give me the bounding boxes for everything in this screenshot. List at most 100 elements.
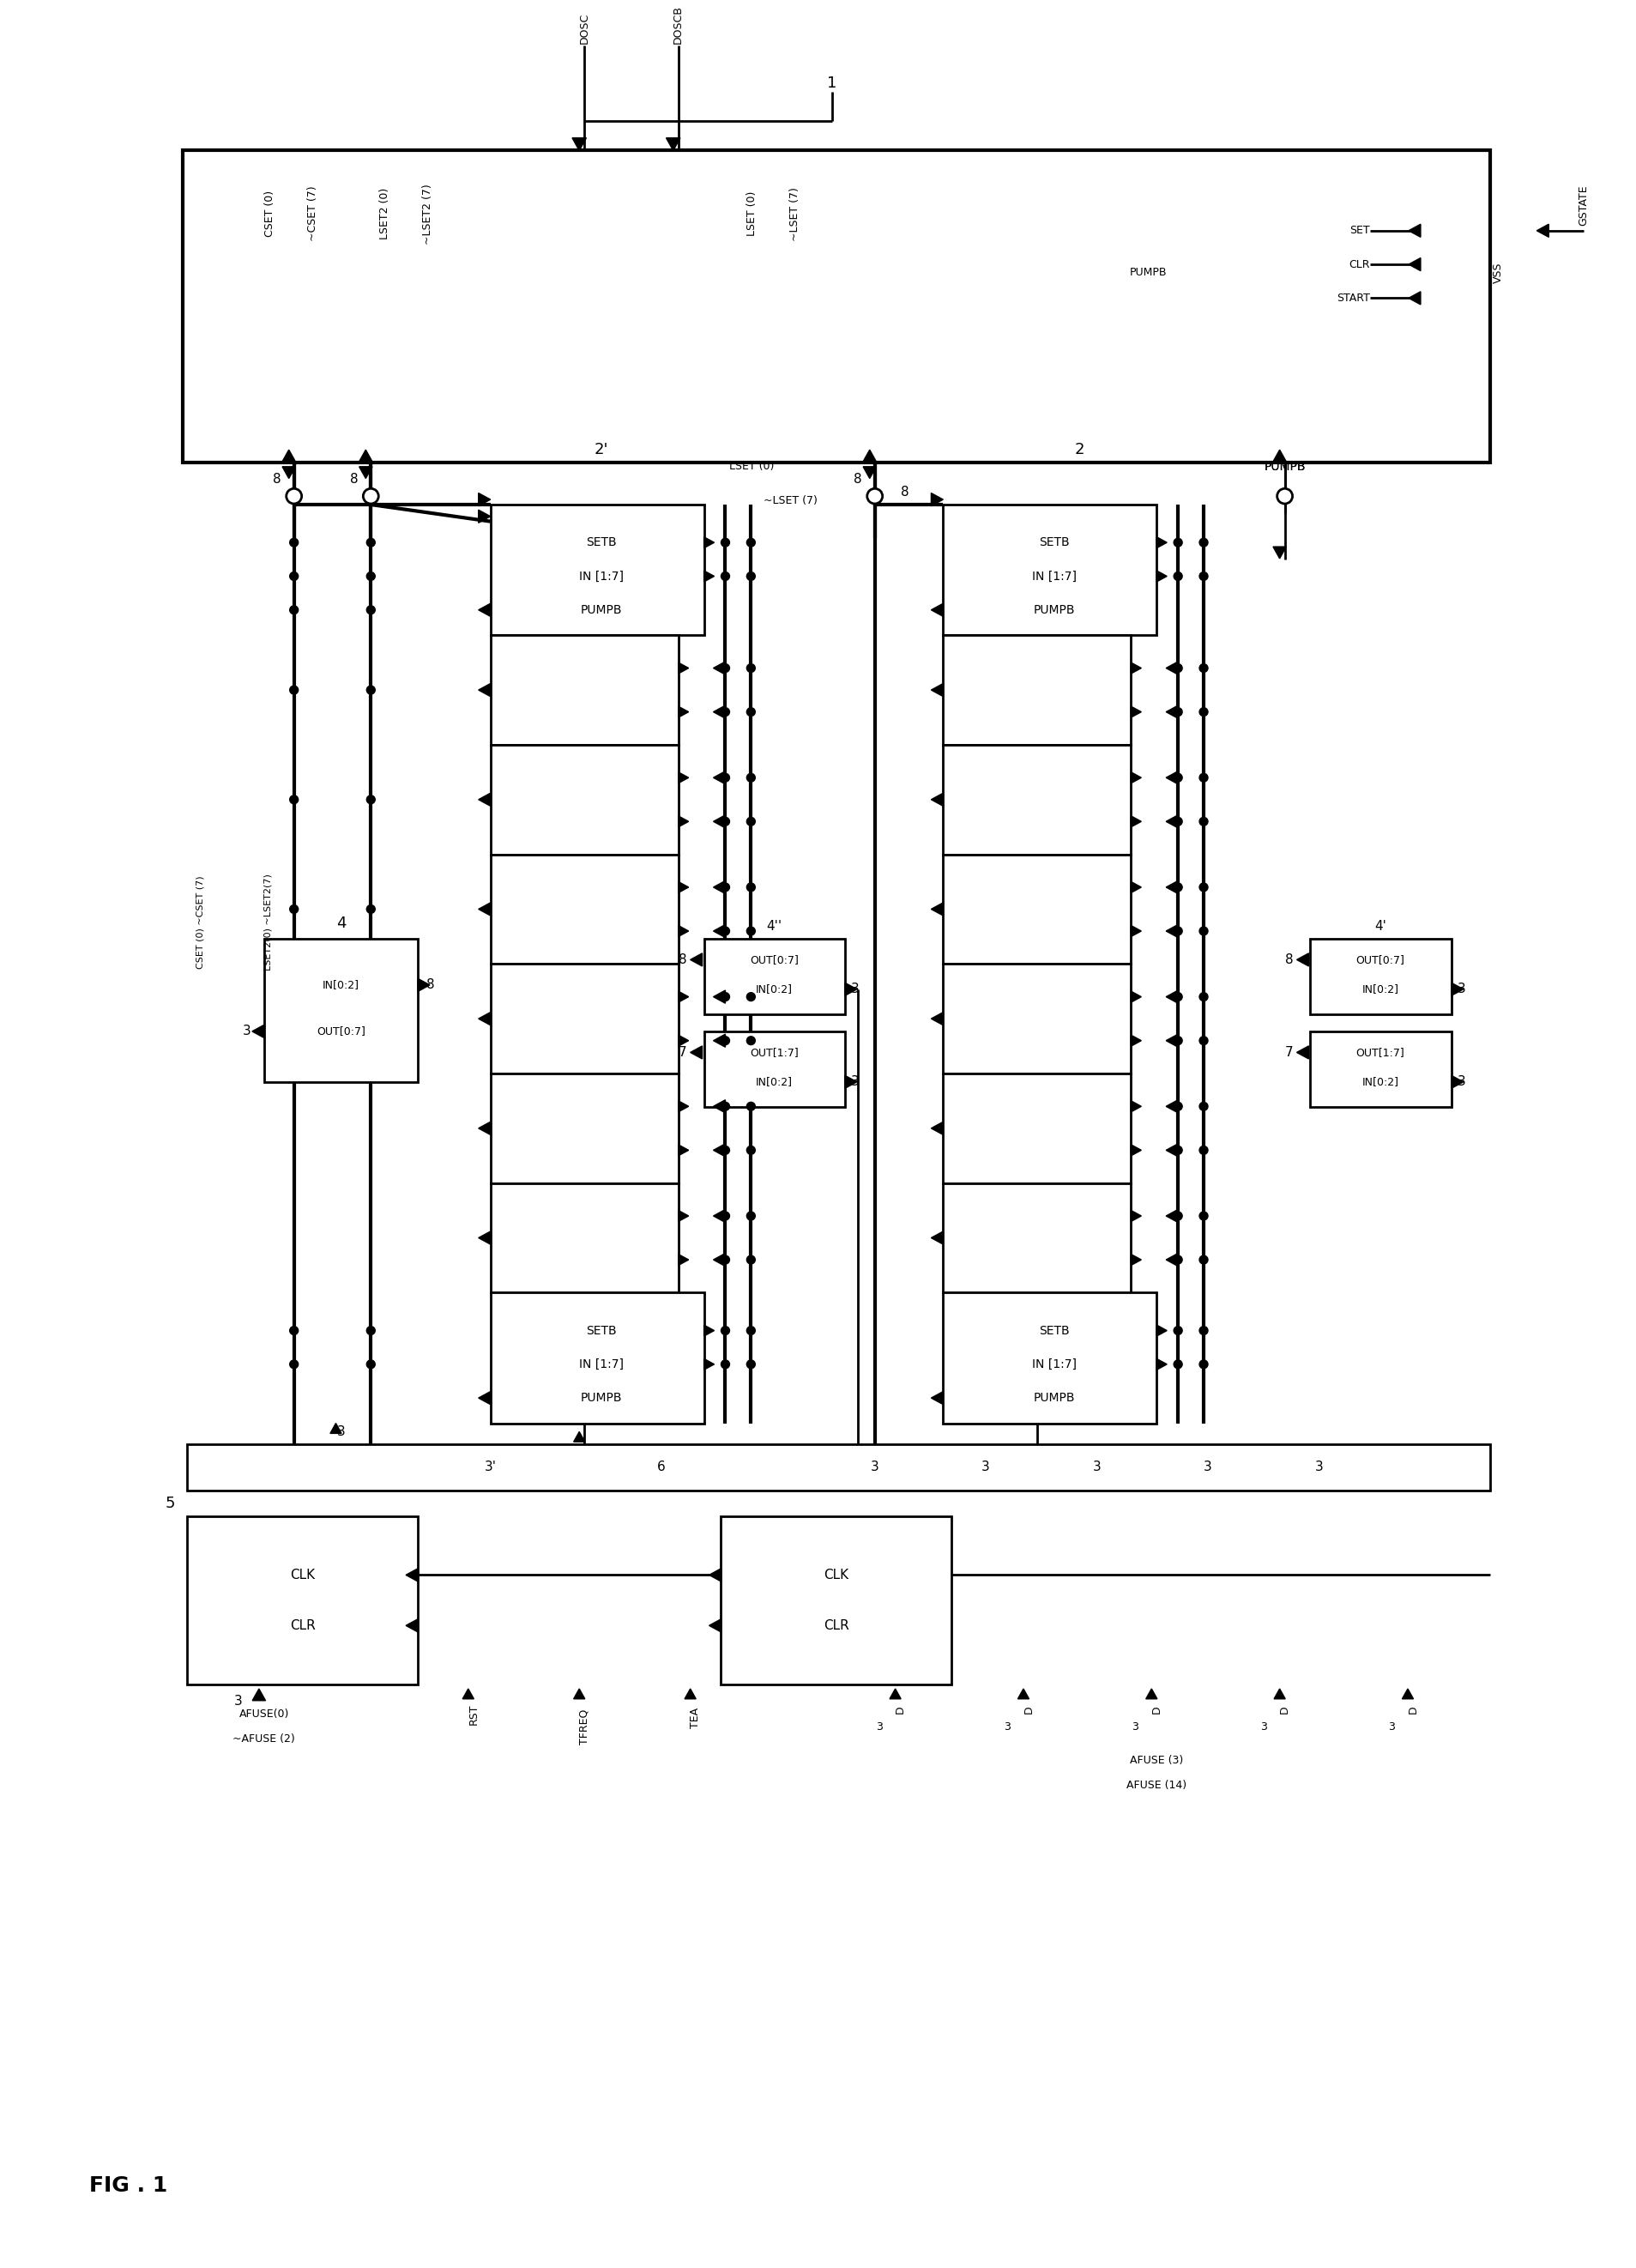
Text: LSET (0): LSET (0) bbox=[730, 460, 774, 472]
Polygon shape bbox=[703, 1359, 715, 1370]
Bar bbox=[1310, 939, 1451, 1014]
Circle shape bbox=[1173, 1102, 1183, 1111]
Bar bbox=[942, 635, 1130, 744]
Polygon shape bbox=[931, 903, 942, 916]
Circle shape bbox=[721, 882, 730, 891]
Polygon shape bbox=[478, 1123, 491, 1134]
Polygon shape bbox=[1409, 225, 1420, 238]
Text: D: D bbox=[895, 1706, 906, 1715]
Polygon shape bbox=[252, 1690, 265, 1701]
Text: CLR: CLR bbox=[290, 1619, 316, 1633]
Text: OUT[0:7]: OUT[0:7] bbox=[316, 1025, 365, 1036]
Text: OUT[0:7]: OUT[0:7] bbox=[749, 955, 798, 966]
Circle shape bbox=[290, 905, 298, 914]
Text: AFUSE (3): AFUSE (3) bbox=[1130, 1755, 1183, 1767]
Text: AFUSE (14): AFUSE (14) bbox=[1127, 1780, 1186, 1792]
Circle shape bbox=[721, 665, 730, 671]
Polygon shape bbox=[1145, 1690, 1157, 1699]
Polygon shape bbox=[713, 880, 725, 894]
Text: ~LSET (7): ~LSET (7) bbox=[790, 186, 800, 240]
Text: 3: 3 bbox=[1458, 1075, 1466, 1089]
Circle shape bbox=[1199, 708, 1207, 717]
Polygon shape bbox=[478, 1012, 491, 1025]
Circle shape bbox=[746, 1145, 756, 1154]
Text: 2: 2 bbox=[1075, 442, 1085, 458]
Circle shape bbox=[1173, 572, 1183, 581]
Bar bbox=[703, 1032, 844, 1107]
Bar bbox=[183, 150, 1490, 463]
Bar bbox=[942, 1184, 1130, 1293]
Polygon shape bbox=[679, 1254, 689, 1266]
Polygon shape bbox=[1297, 1046, 1309, 1059]
Polygon shape bbox=[690, 953, 702, 966]
Circle shape bbox=[746, 928, 756, 934]
Bar bbox=[1310, 1032, 1451, 1107]
Text: ~LSET2 (7): ~LSET2 (7) bbox=[422, 184, 434, 245]
Polygon shape bbox=[478, 1393, 491, 1404]
Polygon shape bbox=[1166, 1143, 1178, 1157]
Text: PUMPB: PUMPB bbox=[1034, 1393, 1075, 1404]
Text: 3: 3 bbox=[851, 1075, 859, 1089]
Polygon shape bbox=[890, 1690, 901, 1699]
Polygon shape bbox=[703, 538, 715, 549]
Circle shape bbox=[290, 1327, 298, 1336]
Polygon shape bbox=[1157, 1325, 1166, 1336]
Polygon shape bbox=[679, 1145, 689, 1157]
Circle shape bbox=[1173, 773, 1183, 782]
Circle shape bbox=[746, 1256, 756, 1263]
Polygon shape bbox=[931, 1393, 942, 1404]
Text: ~LSET (7): ~LSET (7) bbox=[764, 494, 818, 506]
Text: IN [1:7]: IN [1:7] bbox=[1032, 569, 1076, 583]
Text: 3: 3 bbox=[1389, 1721, 1396, 1733]
Circle shape bbox=[721, 816, 730, 826]
Polygon shape bbox=[1166, 880, 1178, 894]
Polygon shape bbox=[1166, 991, 1178, 1002]
Bar bbox=[263, 939, 417, 1082]
Text: FIG . 1: FIG . 1 bbox=[88, 2175, 167, 2195]
Polygon shape bbox=[463, 1690, 474, 1699]
Circle shape bbox=[746, 1036, 756, 1046]
Text: 3: 3 bbox=[234, 1694, 242, 1708]
Circle shape bbox=[363, 488, 378, 503]
Text: SETB: SETB bbox=[1039, 1325, 1070, 1336]
Text: IN[0:2]: IN[0:2] bbox=[1363, 1077, 1399, 1086]
Polygon shape bbox=[713, 771, 725, 785]
Polygon shape bbox=[713, 925, 725, 937]
Circle shape bbox=[1199, 1102, 1207, 1111]
Circle shape bbox=[1199, 1036, 1207, 1046]
Text: TEA: TEA bbox=[690, 1708, 700, 1728]
Circle shape bbox=[746, 538, 756, 547]
Polygon shape bbox=[931, 794, 942, 805]
Text: 8: 8 bbox=[350, 472, 358, 485]
Bar bbox=[942, 1073, 1130, 1184]
Circle shape bbox=[366, 572, 375, 581]
Text: CLK: CLK bbox=[825, 1569, 849, 1581]
Polygon shape bbox=[679, 771, 689, 782]
Text: OUT[0:7]: OUT[0:7] bbox=[1356, 955, 1405, 966]
Circle shape bbox=[721, 1102, 730, 1111]
Polygon shape bbox=[1130, 925, 1142, 937]
Text: 1: 1 bbox=[828, 75, 838, 91]
Polygon shape bbox=[713, 662, 725, 674]
Text: IN[0:2]: IN[0:2] bbox=[322, 980, 360, 991]
Polygon shape bbox=[679, 705, 689, 717]
Text: 8: 8 bbox=[900, 485, 910, 499]
Polygon shape bbox=[283, 449, 296, 463]
Text: IN[0:2]: IN[0:2] bbox=[1363, 984, 1399, 996]
Bar bbox=[703, 939, 844, 1014]
Text: LSET2 (0): LSET2 (0) bbox=[380, 188, 391, 240]
Bar bbox=[491, 1293, 703, 1424]
Polygon shape bbox=[1451, 982, 1463, 996]
Polygon shape bbox=[1166, 771, 1178, 785]
Text: 4: 4 bbox=[335, 916, 345, 932]
Text: 3: 3 bbox=[870, 1461, 879, 1474]
Polygon shape bbox=[1130, 1254, 1142, 1266]
Circle shape bbox=[721, 993, 730, 1000]
Text: D: D bbox=[1407, 1706, 1418, 1715]
Polygon shape bbox=[690, 1046, 702, 1059]
Polygon shape bbox=[1130, 1211, 1142, 1222]
Text: TFREQ: TFREQ bbox=[579, 1710, 591, 1744]
Circle shape bbox=[746, 773, 756, 782]
Polygon shape bbox=[478, 510, 491, 524]
Text: 3': 3' bbox=[484, 1461, 496, 1474]
